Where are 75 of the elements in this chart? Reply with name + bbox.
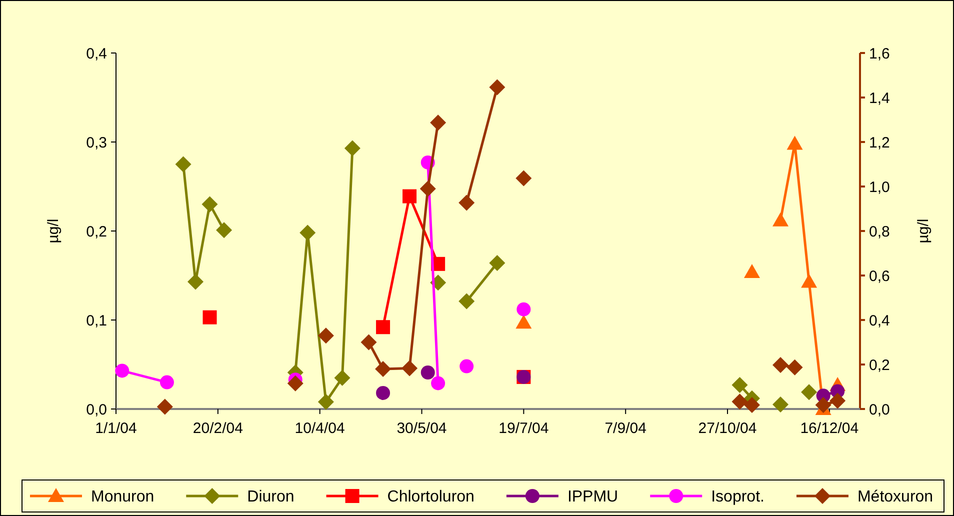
point	[202, 196, 218, 212]
point	[175, 156, 192, 172]
y2-tick-label: 1,6	[869, 45, 890, 62]
point	[744, 396, 760, 413]
point	[376, 320, 390, 334]
point	[402, 360, 418, 376]
x-tick-label: 1/1/04	[95, 420, 137, 437]
y2-tick-label: 0,4	[869, 312, 890, 330]
point	[430, 114, 446, 131]
point	[375, 360, 392, 377]
point	[187, 274, 204, 290]
x-tick-label: 7/9/04	[604, 420, 646, 437]
y2-tick-label: 0,8	[869, 223, 890, 240]
y-tick-label: 0,0	[86, 401, 107, 418]
point	[772, 396, 789, 413]
point	[516, 314, 532, 329]
point	[334, 370, 350, 386]
point	[732, 394, 748, 410]
point	[402, 189, 417, 204]
y-tick-label: 0,4	[86, 45, 107, 62]
point	[489, 255, 506, 272]
x-tick-label: 27/10/04	[698, 420, 757, 437]
y-tick-label: 0,3	[86, 134, 107, 152]
y-tick-label: 0,2	[86, 223, 107, 240]
x-tick-label: 20/2/04	[192, 420, 243, 437]
point	[287, 375, 304, 392]
y2-tick-label: 1,0	[869, 178, 890, 196]
point	[458, 293, 475, 310]
x-tick-label: 30/5/04	[396, 420, 447, 437]
point	[786, 359, 803, 376]
legend-label: IPPMU	[567, 488, 618, 506]
point	[516, 302, 531, 316]
point	[786, 136, 803, 150]
legend-label: Isoprot.	[711, 488, 764, 506]
point	[300, 224, 316, 241]
legend-label: Monuron	[91, 488, 154, 506]
point	[318, 394, 334, 410]
point	[115, 364, 130, 378]
y-tick-label: 0,1	[86, 312, 107, 330]
y2-tick-label: 1,2	[869, 134, 890, 152]
x-tick-label: 19/7/04	[498, 420, 549, 437]
legend-label: Diuron	[247, 488, 294, 506]
x-tick-label: 10/4/04	[294, 420, 345, 437]
point	[744, 264, 760, 278]
point	[376, 386, 390, 400]
point	[458, 194, 475, 211]
point	[202, 310, 217, 324]
point	[732, 376, 748, 393]
point	[160, 375, 174, 390]
point	[516, 170, 532, 186]
y2-tick-label: 0,6	[869, 268, 890, 285]
point	[772, 212, 789, 226]
point	[216, 222, 232, 238]
point	[156, 398, 173, 415]
point	[460, 359, 474, 374]
x-tick-label: 16/12/04	[800, 420, 859, 437]
point	[830, 392, 846, 409]
y2-tick-label: 0,0	[869, 401, 890, 418]
point	[489, 79, 506, 96]
point	[772, 356, 789, 373]
y-axis-title: µg/l	[45, 218, 62, 244]
y2-tick-label: 1,4	[869, 90, 890, 107]
point	[431, 376, 446, 390]
y2-axis-title: µg/l	[915, 218, 932, 244]
point	[360, 334, 377, 350]
y2-tick-label: 0,2	[869, 356, 890, 374]
point	[420, 180, 436, 197]
point	[420, 366, 435, 380]
legend-label: Métoxuron	[857, 488, 934, 506]
point	[318, 328, 334, 344]
legend-label: Chlortoluron	[387, 488, 474, 506]
point	[801, 274, 818, 288]
point	[801, 384, 818, 400]
point	[344, 140, 360, 156]
point	[815, 396, 832, 413]
